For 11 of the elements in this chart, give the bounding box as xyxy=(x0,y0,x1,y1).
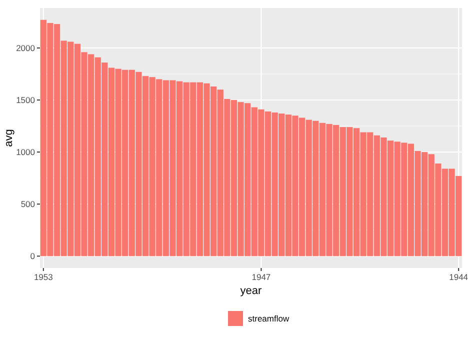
x-tick-label: 1953 xyxy=(34,272,54,282)
legend-label: streamflow xyxy=(248,313,290,324)
y-tick-label: 1000 xyxy=(16,147,36,158)
y-tick-label: 0 xyxy=(30,251,36,262)
y-axis-title: avg xyxy=(3,129,15,147)
y-tick-label: 1500 xyxy=(16,94,36,105)
x-tick-label: 1947 xyxy=(252,272,271,282)
y-tick-label: 2000 xyxy=(16,42,36,53)
y-tick-label: 500 xyxy=(20,199,36,210)
x-axis-title: year xyxy=(240,285,262,297)
x-tick-label: 1944 xyxy=(449,272,468,282)
